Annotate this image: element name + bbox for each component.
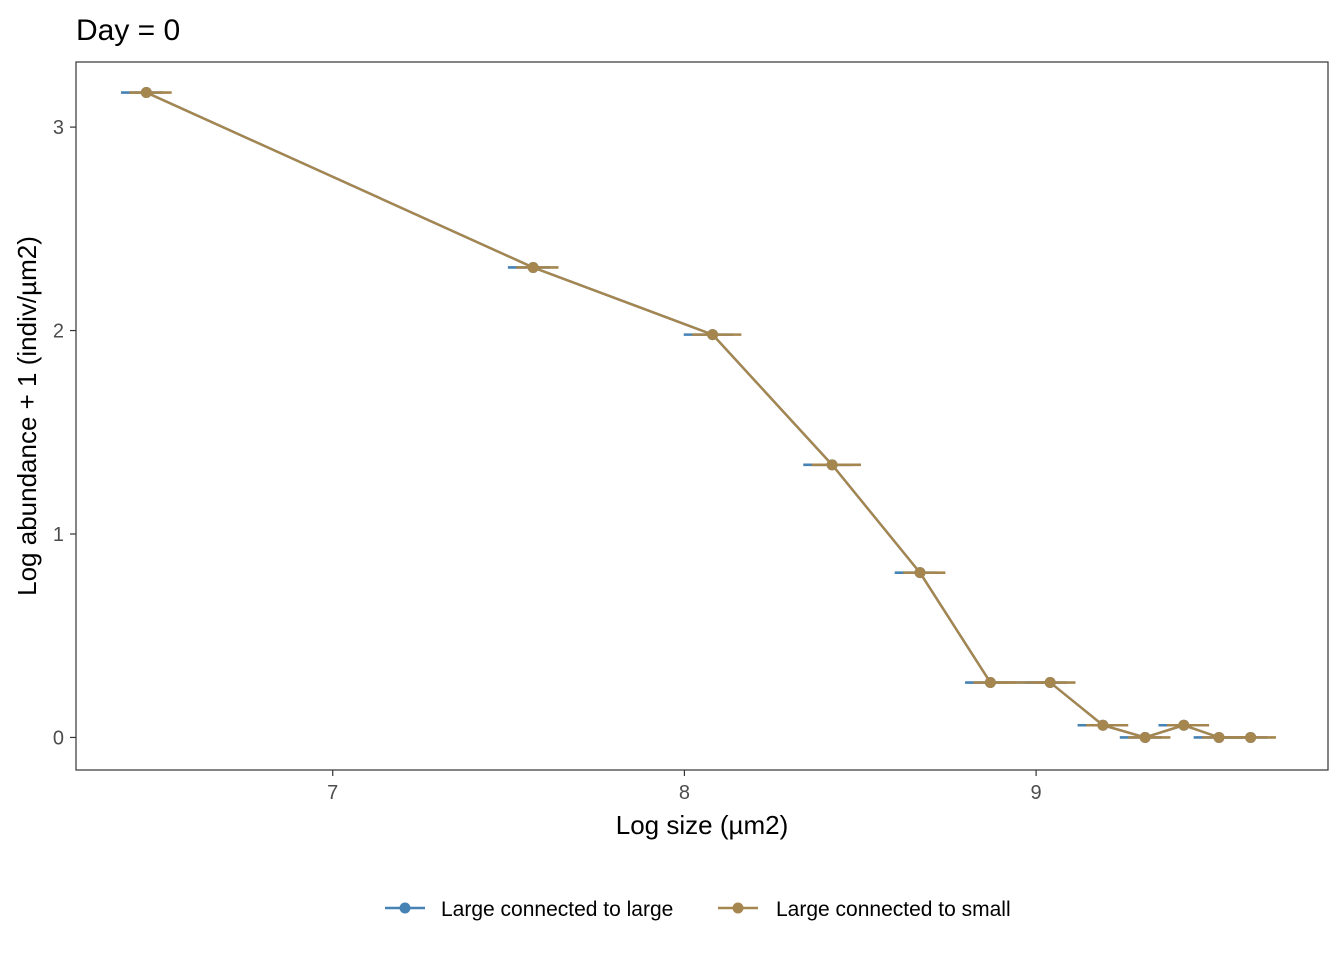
plot-panel [75, 61, 1329, 771]
legend-key-point [399, 902, 411, 914]
series-2 [129, 87, 1276, 743]
chart-title: Day = 0 [76, 14, 180, 47]
x-tick-label: 7 [327, 782, 338, 804]
legend-label: Large connected to small [776, 898, 1011, 921]
data-point [984, 677, 996, 689]
legend-item: Large connected to large [385, 898, 673, 921]
data-point [140, 87, 152, 99]
data-point [1213, 731, 1225, 743]
y-axis-title: Log abundance + 1 (indiv/µm2) [12, 236, 42, 596]
data-point [1139, 731, 1151, 743]
series-layer [121, 87, 1276, 743]
y-tick-label: 1 [53, 524, 64, 546]
legend: Large connected to large Large connected … [385, 898, 1011, 921]
data-point [1245, 731, 1257, 743]
data-point [1178, 719, 1190, 731]
data-point [707, 329, 719, 341]
data-point [914, 567, 926, 579]
legend-key-point [732, 902, 744, 914]
y-axis: 0 1 2 3 [53, 117, 76, 749]
series-line [145, 91, 1251, 739]
data-point [826, 459, 838, 471]
y-tick-label: 3 [53, 117, 64, 139]
x-axis-title: Log size (µm2) [616, 810, 788, 840]
y-tick-label: 0 [53, 727, 64, 749]
data-point [1044, 677, 1056, 689]
legend-item: Large connected to small [718, 898, 1011, 921]
legend-label: Large connected to large [441, 898, 673, 921]
x-axis: 7 8 9 [327, 770, 1042, 804]
x-tick-label: 9 [1031, 782, 1042, 804]
x-tick-label: 8 [679, 782, 690, 804]
data-point [527, 261, 539, 273]
data-point [1097, 719, 1109, 731]
y-tick-label: 2 [53, 321, 64, 343]
